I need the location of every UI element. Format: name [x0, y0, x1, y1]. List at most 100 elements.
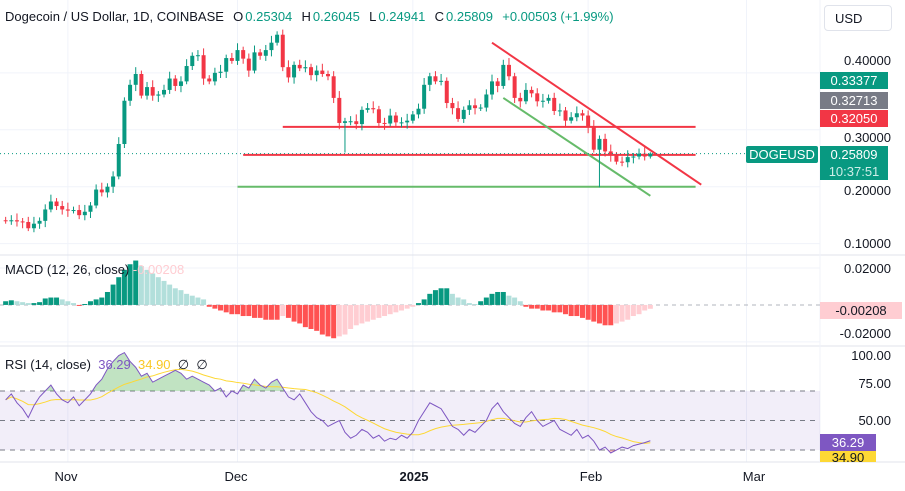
macd-histogram-bar — [308, 304, 314, 329]
macd-histogram-bar — [150, 273, 156, 305]
macd-legend[interactable]: MACD (12, 26, close) -0.00208 — [5, 262, 184, 277]
rsi-tick: 50.00 — [858, 413, 891, 428]
macd-histogram-bar — [647, 304, 653, 309]
macd-histogram-bar — [382, 304, 388, 317]
macd-histogram-bar — [201, 299, 207, 305]
macd-histogram-bar — [14, 301, 20, 305]
candle-body — [3, 220, 8, 222]
macd-histogram-bar — [314, 304, 320, 331]
macd-histogram-bar — [466, 303, 472, 305]
macd-histogram-bar — [223, 304, 229, 313]
candle-body — [580, 113, 585, 116]
rsi-legend[interactable]: RSI (14, close) 36.29 34.90 ∅ ∅ — [5, 357, 208, 373]
candle-body — [297, 64, 302, 69]
candle-body — [320, 70, 325, 74]
candle-body — [331, 76, 336, 98]
candle-body — [597, 138, 602, 150]
high-value: 0.26045 — [312, 9, 360, 24]
macd-histogram-bar — [495, 291, 501, 305]
low-label: L — [369, 9, 377, 24]
rsi-ma-tag: 34.90 — [820, 451, 876, 462]
macd-histogram-bar — [563, 304, 569, 315]
price-tag-green: 0.33377 — [820, 72, 888, 89]
candle-body — [275, 34, 280, 43]
candle-body — [376, 109, 381, 123]
date-tick: Mar — [742, 469, 766, 484]
low-value: 0.24941 — [378, 9, 426, 24]
macd-histogram-bar — [25, 303, 31, 305]
candle-body — [207, 78, 212, 82]
macd-histogram-bar — [432, 290, 438, 305]
macd-histogram-bar — [415, 303, 421, 305]
macd-histogram-bar — [274, 304, 280, 320]
macd-histogram-bar — [613, 304, 619, 324]
macd-histogram-bar — [540, 304, 546, 311]
macd-histogram-bar — [8, 300, 14, 305]
rsi-line — [5, 351, 651, 454]
rsi-tick: 100.00 — [851, 348, 891, 363]
candle-body — [218, 71, 223, 73]
macd-histogram-bar — [512, 297, 518, 305]
candle-body — [128, 84, 133, 101]
macd-histogram-bar — [167, 284, 173, 305]
macd-histogram-bar — [280, 304, 286, 317]
macd-histogram-bar — [297, 304, 303, 324]
candle-body — [382, 122, 387, 124]
candle-body — [235, 50, 240, 61]
candle-body — [88, 205, 93, 212]
macd-histogram-bar — [472, 304, 478, 306]
macd-histogram-bar — [359, 304, 365, 324]
macd-histogram-bar — [568, 304, 574, 317]
macd-histogram-bar — [161, 280, 167, 305]
price-tick: 0.10000 — [844, 236, 891, 251]
candle-body — [506, 64, 511, 77]
macd-histogram-bar — [206, 304, 212, 307]
candle-body — [620, 161, 625, 163]
symbol-title[interactable]: Dogecoin / US Dollar, 1D, COINBASE — [5, 9, 224, 24]
rsi-value: 36.29 — [98, 357, 131, 372]
candle-body — [388, 115, 393, 124]
macd-histogram-bar — [348, 304, 354, 329]
candle-body — [484, 94, 489, 108]
currency-button[interactable]: USD — [824, 5, 892, 31]
macd-histogram-bar — [336, 304, 342, 337]
candle-body — [574, 113, 579, 118]
candle-body — [156, 94, 161, 96]
candle-body — [286, 67, 291, 78]
candle-body — [224, 58, 229, 72]
candle-body — [31, 223, 36, 229]
macd-histogram-bar — [93, 299, 99, 305]
macd-tick: -0.02000 — [839, 326, 891, 341]
candle-body — [60, 206, 65, 210]
candle-body — [642, 153, 647, 157]
macd-histogram-bar — [444, 288, 450, 305]
candle-body — [71, 210, 76, 212]
candle-body — [563, 110, 568, 121]
macd-histogram-bar — [3, 301, 9, 305]
rsi-extra-1: ∅ — [177, 357, 190, 372]
candle-body — [99, 189, 104, 193]
candle-body — [292, 64, 297, 78]
rsi-value-tag: 36.29 — [820, 434, 876, 451]
candle-body — [111, 176, 116, 187]
candle-body — [326, 73, 330, 77]
candle-body — [625, 157, 630, 163]
macd-histogram-bar — [127, 264, 133, 305]
candle-body — [512, 76, 517, 98]
macd-histogram-bar — [393, 304, 399, 313]
macd-histogram-bar — [500, 291, 506, 305]
macd-histogram-bar — [404, 304, 410, 309]
macd-histogram-bar — [642, 304, 648, 311]
candle-body — [546, 97, 551, 101]
macd-histogram-bar — [608, 304, 614, 326]
macd-histogram-bar — [285, 304, 291, 318]
macd-histogram-bar — [619, 304, 625, 322]
candle-body — [77, 210, 82, 216]
candle-body — [342, 121, 347, 123]
macd-histogram-bar — [625, 304, 631, 320]
close-value: 0.25809 — [446, 9, 493, 24]
candle-body — [365, 108, 370, 110]
macd-histogram-bar — [54, 297, 60, 305]
rsi-title: RSI (14, close) — [5, 357, 91, 372]
